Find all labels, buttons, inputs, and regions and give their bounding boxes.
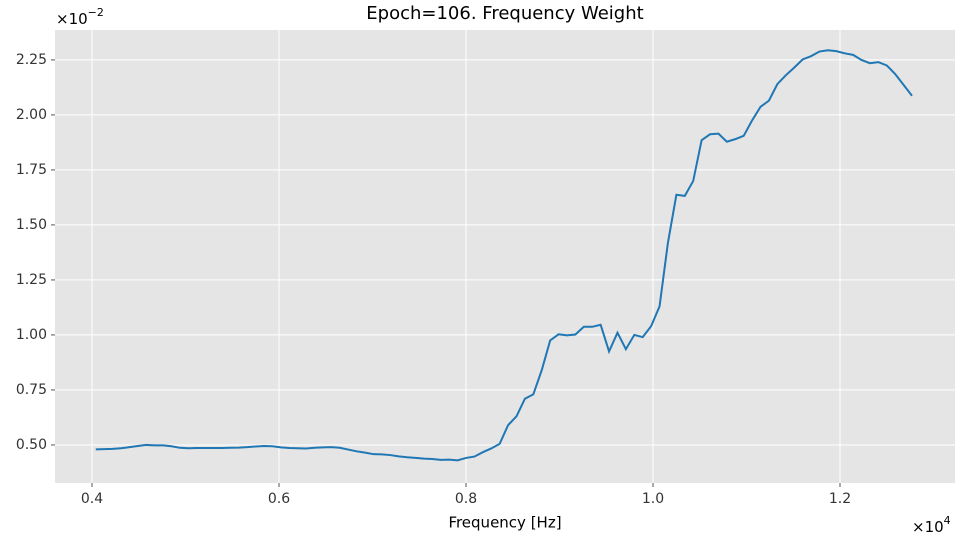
line-series [95,49,913,462]
y-tick-label: 0.75 [16,382,47,398]
x-tick-label: 0.8 [455,491,477,507]
x-tick-label: 0.4 [81,491,103,507]
chart-title: Epoch=106. Frequency Weight [366,3,643,24]
x-offset-base: ×10 [912,518,944,536]
x-offset-exponent: 4 [944,514,951,527]
x-axis-label: Frequency [Hz] [448,514,561,532]
x-offset: ×104 [912,514,951,536]
y-tick-label: 1.50 [16,217,47,233]
y-tick-label: 0.50 [16,437,47,453]
y-offset-base: ×10 [56,10,88,28]
y-tick-label: 1.00 [16,327,47,343]
y-tick-label: 1.25 [16,272,47,288]
x-tick-label: 1.0 [642,491,664,507]
y-offset: ×10−2 [56,6,104,28]
plot-area [55,30,955,483]
y-offset-exponent: −2 [88,6,104,19]
y-tick-label: 1.75 [16,162,47,178]
x-tick-label: 0.6 [268,491,290,507]
x-tick-label: 1.2 [829,491,851,507]
y-tick-label: 2.00 [16,107,47,123]
y-tick-label: 2.25 [16,52,47,68]
